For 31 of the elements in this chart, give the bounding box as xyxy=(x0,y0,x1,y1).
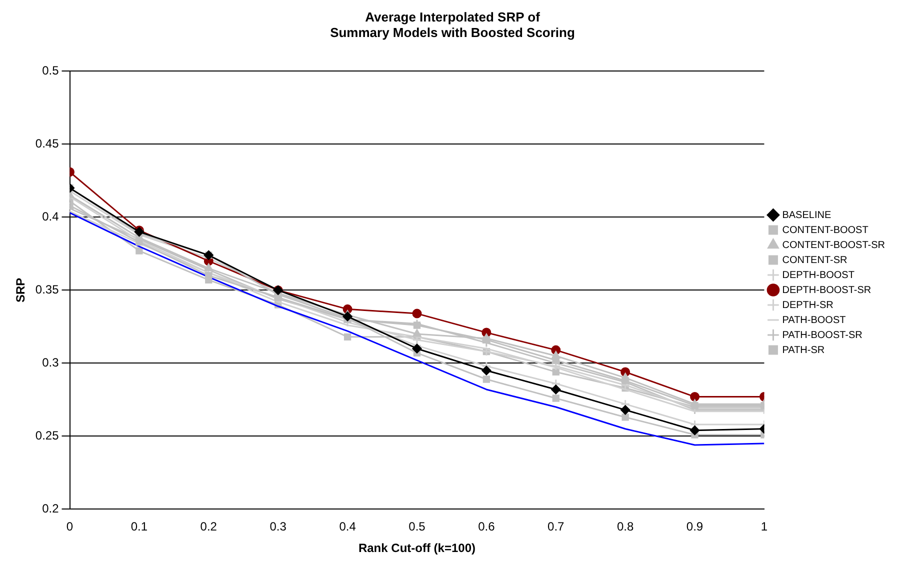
y-tick-label: 0.25 xyxy=(35,428,60,443)
y-tick-label: 0.2 xyxy=(42,502,60,516)
x-tick-label: 0 xyxy=(66,520,74,534)
x-axis-title: Rank Cut-off (k=100) xyxy=(358,541,476,556)
legend-label: CONTENT-SR xyxy=(782,254,848,266)
legend-label: CONTENT-BOOST xyxy=(782,224,868,236)
legend-label: DEPTH-BOOST xyxy=(782,270,854,281)
x-tick-label: 0.2 xyxy=(200,520,218,534)
legend-label: PATH-SR xyxy=(782,344,825,356)
x-tick-label: 0.3 xyxy=(270,520,287,534)
x-tick-label: 0.5 xyxy=(408,520,426,534)
y-tick-label: 0.35 xyxy=(35,282,60,297)
x-tick-label: 1 xyxy=(760,520,768,534)
legend-label: DEPTH-SR xyxy=(782,300,834,311)
legend-label: PATH-BOOST xyxy=(782,314,846,326)
y-tick-label: 0.3 xyxy=(42,356,60,370)
y-tick-label: 0.45 xyxy=(35,136,60,151)
legend-label: PATH-BOOST-SR xyxy=(782,330,862,341)
x-tick-label: 0.4 xyxy=(339,520,356,534)
legend-label: BASELINE xyxy=(782,210,832,221)
x-tick-label: 0.1 xyxy=(130,520,148,534)
y-tick-label: 0.4 xyxy=(42,210,60,224)
legend-label: DEPTH-BOOST-SR xyxy=(782,284,872,296)
y-tick-label: 0.5 xyxy=(42,64,60,78)
legend-label: CONTENT-BOOST-SR xyxy=(782,240,886,251)
x-tick-label: 0.6 xyxy=(478,520,496,534)
x-tick-label: 0.8 xyxy=(616,520,634,534)
x-tick-label: 0.7 xyxy=(548,520,565,534)
chart-title: Average Interpolated SRP of Summary Models with Boosted Scoring xyxy=(330,9,575,40)
y-axis-title: SRP xyxy=(14,278,28,303)
x-tick-label: 0.9 xyxy=(686,520,704,534)
